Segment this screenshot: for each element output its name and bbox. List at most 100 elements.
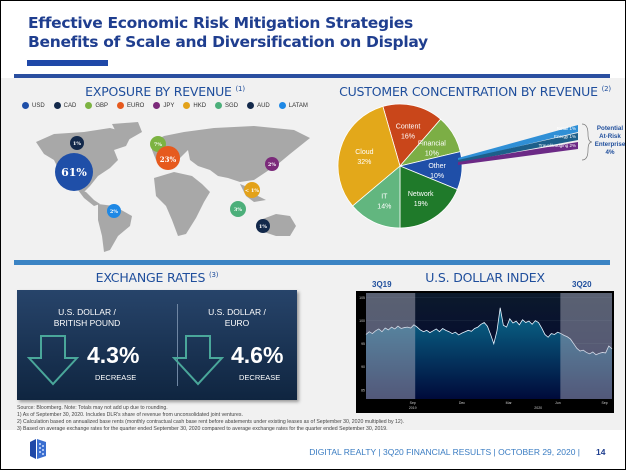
at-risk-segment: Retail 1% [458, 125, 578, 161]
bubble-label: 3% [234, 207, 242, 213]
legend-swatch [247, 102, 255, 109]
at-risk-label: Energy 1% [554, 134, 576, 139]
bubble-hkd [244, 182, 260, 198]
legend-item-sgd: SGD [215, 102, 238, 109]
bubble-label: 7% [154, 142, 162, 148]
x-tick-label: Mar [506, 401, 513, 405]
exposure-bubbles: 61% 1% 7% 23% 2% < 1% 3% 1% 2% [55, 136, 279, 233]
bubble-aud [256, 219, 270, 233]
at-risk-summary: Enterprise [595, 141, 626, 148]
year-label: 2019 [409, 406, 417, 410]
legend-label: JPY [163, 102, 175, 109]
exchange-note-ref: (3) [209, 270, 219, 279]
concentration-title: CUSTOMER CONCENTRATION BY REVENUE (2) [330, 84, 620, 99]
pie-label-value: 19% [414, 201, 428, 208]
world-map: 61% 1% 7% 23% 2% < 1% 3% 1% 2% [36, 122, 310, 252]
middle-divider [14, 260, 610, 265]
bubble-sgd [230, 201, 246, 217]
fx-divider [177, 304, 178, 386]
legend-label: AUD [257, 102, 270, 109]
concentration-note-ref: (2) [601, 84, 612, 93]
title-line-1: Effective Economic Risk Mitigation Strat… [28, 14, 413, 32]
exchange-rates-panel: U.S. DOLLAR / BRITISH POUND 4.3% DECREAS… [17, 290, 297, 400]
index-line [365, 307, 613, 356]
bubble-label: 1% [259, 224, 267, 230]
brace-icon [581, 123, 593, 161]
exposure-title: EXPOSURE BY REVENUE (1) [20, 84, 310, 99]
legend-swatch [183, 102, 191, 109]
top-divider [14, 74, 610, 78]
at-risk-bar [458, 125, 578, 161]
pie-slice-cloud [337, 105, 401, 207]
at-risk-segment: Travel/Lodging 2% [458, 142, 578, 165]
y-tick-label: 100 [359, 319, 365, 323]
pie-slice-network [399, 165, 458, 229]
exchange-title-text: EXCHANGE RATES [95, 270, 206, 285]
footer-text: DIGITAL REALTY | 3Q20 FINANCIAL RESULTS … [309, 447, 580, 457]
at-risk-summary: 4% [606, 149, 615, 156]
at-risk-summary: Potential [597, 125, 623, 132]
exposure-note-ref: (1) [235, 84, 246, 93]
at-risk-summary: At-Risk [599, 133, 621, 140]
at-risk-bar [458, 142, 578, 165]
fx-label: U.S. DOLLAR / EURO [167, 307, 307, 329]
legend-label: USD [32, 102, 45, 109]
legend-swatch [85, 102, 93, 109]
bubble-euro [156, 146, 180, 170]
shade-3q19 [366, 293, 416, 399]
legend-label: SGD [225, 102, 239, 109]
legend-label: LATAM [288, 102, 308, 109]
pie-label-value: 32% [357, 159, 371, 166]
legend-label: EURO [127, 102, 145, 109]
down-arrow-icon [27, 335, 79, 386]
at-risk-label: Travel/Lodging 2% [539, 143, 576, 148]
legend-swatch [53, 102, 61, 109]
x-tick-label: Jun [555, 401, 561, 405]
title-line-2: Benefits of Scale and Diversification on… [28, 33, 428, 51]
period-label-3q20: 3Q20 [572, 280, 592, 289]
pie-label-value: 10% [425, 151, 439, 158]
page-number: 14 [596, 447, 606, 457]
fx-label-line2: EURO [224, 318, 250, 328]
fx-usd-eur: U.S. DOLLAR / EURO 4.6% DECREASE [167, 290, 307, 400]
y-tick-label: 95 [361, 342, 365, 346]
shade-3q20 [560, 293, 612, 399]
legend-item-jpy: JPY [153, 102, 174, 109]
y-tick-label: 90 [361, 365, 365, 369]
bubble-latam [107, 204, 121, 218]
bubble-label: 2% [268, 162, 276, 168]
fx-label: U.S. DOLLAR / BRITISH POUND [17, 307, 157, 329]
fx-label-line2: BRITISH POUND [53, 318, 121, 328]
legend-item-hkd: HKD [183, 102, 206, 109]
footnote-2: 2) Calculation based on annualized base … [17, 419, 404, 425]
pie-label-value: 16% [401, 134, 415, 141]
bubble-jpy [265, 157, 279, 171]
exposure-title-text: EXPOSURE BY REVENUE [85, 84, 232, 99]
greenland [112, 122, 142, 140]
x-tick-label: Sep [410, 401, 416, 405]
legend-item-latam: LATAM [278, 102, 308, 109]
africa [154, 172, 210, 236]
digital-realty-logo-icon [30, 439, 46, 459]
bubble-usd [55, 153, 93, 191]
pie-label-name: Content [396, 124, 421, 131]
y-tick-label: 105 [359, 296, 365, 300]
legend-label: CAD [63, 102, 77, 109]
legend-swatch [215, 102, 223, 109]
bubble-label: 61% [61, 166, 87, 179]
pie-slice-it [352, 165, 401, 229]
south-america [98, 204, 132, 252]
at-risk-label: Retail 1% [557, 126, 576, 131]
source-note: Source: Bloomberg. Note: Totals may not … [17, 405, 168, 411]
fx-direction: DECREASE [95, 373, 137, 382]
pie-label-name: Cloud [355, 149, 373, 156]
down-arrow-icon [172, 335, 224, 386]
legend-item-euro: EURO [117, 102, 144, 109]
bubble-label: < 1% [245, 188, 259, 194]
australia [260, 214, 296, 236]
bubble-label: 2% [110, 209, 118, 215]
legend-label: GBP [95, 102, 109, 109]
y-tick-label: 85 [361, 388, 365, 392]
concentration-title-text: CUSTOMER CONCENTRATION BY REVENUE [339, 84, 598, 99]
